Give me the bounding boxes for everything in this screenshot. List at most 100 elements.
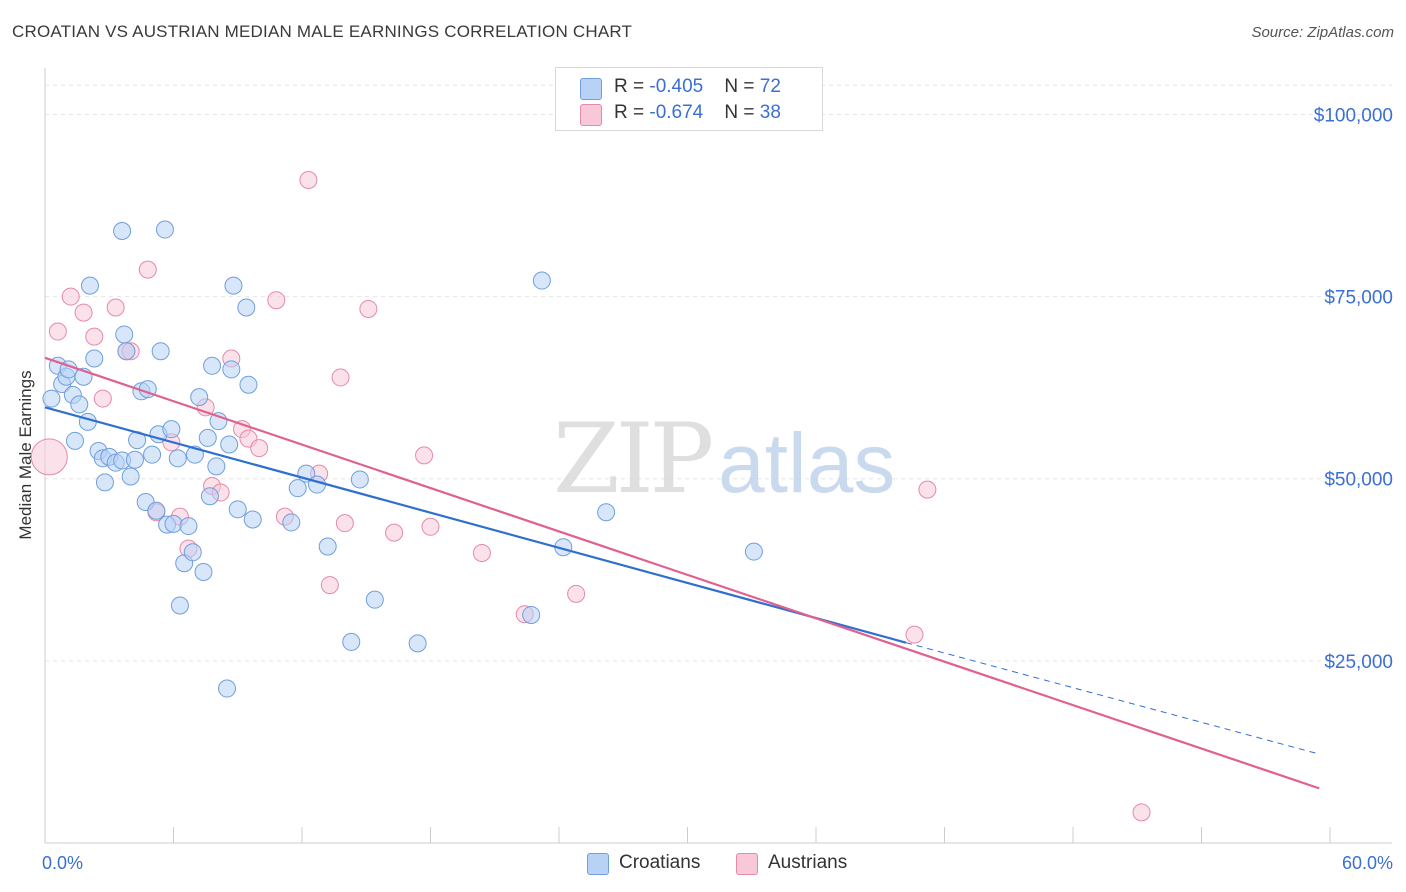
data-point: [48, 322, 67, 341]
data-point: [125, 450, 144, 469]
data-point: [228, 500, 247, 519]
data-point: [342, 632, 361, 651]
data-point: [30, 438, 68, 476]
y-tick-labels: $25,000 $50,000 $75,000 $100,000: [1314, 105, 1393, 672]
watermark: ZIP atlas: [553, 403, 895, 515]
grid-lines: [45, 84, 1392, 662]
watermark-zip: ZIP: [553, 403, 712, 515]
data-point: [365, 590, 384, 609]
trend-lines: [44, 356, 1320, 790]
data-point: [85, 349, 104, 368]
data-point: [744, 542, 763, 561]
series-name-croatians: Croatians: [619, 852, 701, 873]
legend-n-label: N =: [724, 76, 760, 97]
data-point: [168, 449, 187, 468]
data-point: [117, 342, 136, 361]
data-point: [1132, 803, 1151, 822]
trend-line-austrians: [44, 356, 1320, 790]
y-tick-label: $75,000: [1324, 288, 1393, 309]
x-tick-label: 60.0%: [1342, 853, 1393, 873]
data-point: [905, 625, 924, 644]
data-point: [385, 523, 404, 542]
legend-n-value: 72: [759, 76, 781, 97]
data-point: [93, 389, 112, 408]
data-point: [288, 479, 307, 498]
data-point: [359, 299, 378, 318]
watermark-atlas: atlas: [718, 416, 895, 510]
data-point: [74, 303, 93, 322]
data-point: [320, 576, 339, 595]
series-swatch-croatians: [587, 853, 609, 875]
data-point: [203, 356, 222, 375]
data-point: [335, 514, 354, 533]
data-point: [567, 584, 586, 603]
data-point: [113, 222, 132, 240]
data-point: [42, 389, 61, 408]
data-point: [115, 325, 134, 344]
legend-swatch-croatians: [580, 78, 602, 100]
data-point: [151, 342, 170, 361]
legend-r-value: -0.674: [649, 102, 704, 123]
data-point: [237, 298, 256, 317]
data-point: [282, 513, 301, 532]
x-tick-label: 0.0%: [42, 853, 83, 873]
series-swatch-austrians: [736, 853, 758, 875]
data-point: [179, 517, 198, 536]
data-point: [200, 487, 219, 506]
data-point: [472, 544, 491, 563]
data-point: [415, 446, 434, 465]
correlation-legend: R = -0.405 N = 72 R = -0.674 N = 38: [555, 67, 823, 131]
legend-r-value: -0.405: [649, 76, 704, 97]
legend-n-value: 38: [759, 102, 781, 123]
data-point: [207, 457, 226, 476]
data-point: [522, 605, 541, 624]
data-point: [85, 327, 104, 346]
data-point: [183, 543, 202, 562]
data-point: [147, 501, 166, 520]
data-point: [61, 287, 80, 306]
data-point: [190, 388, 209, 407]
trend-line-croatians-extension: [905, 642, 1320, 755]
data-point: [198, 428, 217, 447]
y-tick-label: $25,000: [1324, 652, 1393, 673]
data-point: [194, 562, 213, 581]
data-point: [307, 475, 326, 494]
data-point: [350, 470, 369, 489]
data-point: [222, 360, 241, 379]
data-point: [138, 260, 157, 279]
data-point: [70, 395, 89, 414]
data-point: [170, 596, 189, 615]
data-point: [78, 412, 97, 431]
data-point: [408, 634, 427, 653]
y-axis-title: Median Male Earnings: [16, 370, 35, 539]
data-point: [597, 503, 616, 522]
y-tick-label: $50,000: [1324, 470, 1393, 491]
data-point: [220, 435, 239, 454]
y-tick-label: $100,000: [1314, 105, 1393, 126]
series-name-austrians: Austrians: [768, 852, 848, 873]
legend-n-label: N =: [724, 102, 760, 123]
data-point: [318, 537, 337, 556]
y-axis-label: Median Male Earnings: [16, 370, 35, 539]
data-point: [918, 480, 937, 499]
data-point: [95, 473, 114, 492]
source-label: Source: ZipAtlas.com: [1251, 24, 1394, 41]
legend-r-label: R =: [614, 76, 650, 97]
data-point: [65, 431, 84, 450]
data-point: [267, 291, 286, 310]
data-point: [421, 517, 440, 536]
data-point: [121, 467, 140, 486]
data-point: [224, 276, 243, 295]
chart-title: CROATIAN VS AUSTRIAN MEDIAN MALE EARNING…: [12, 22, 633, 41]
data-point: [239, 375, 258, 394]
trend-line-croatians: [44, 406, 907, 644]
data-point: [155, 220, 174, 239]
data-point: [106, 298, 125, 317]
data-point: [243, 510, 262, 529]
legend-swatch-austrians: [580, 104, 602, 126]
data-point: [80, 276, 99, 295]
data-point: [218, 679, 237, 698]
legend-r-label: R =: [614, 102, 650, 123]
data-point: [331, 368, 350, 387]
